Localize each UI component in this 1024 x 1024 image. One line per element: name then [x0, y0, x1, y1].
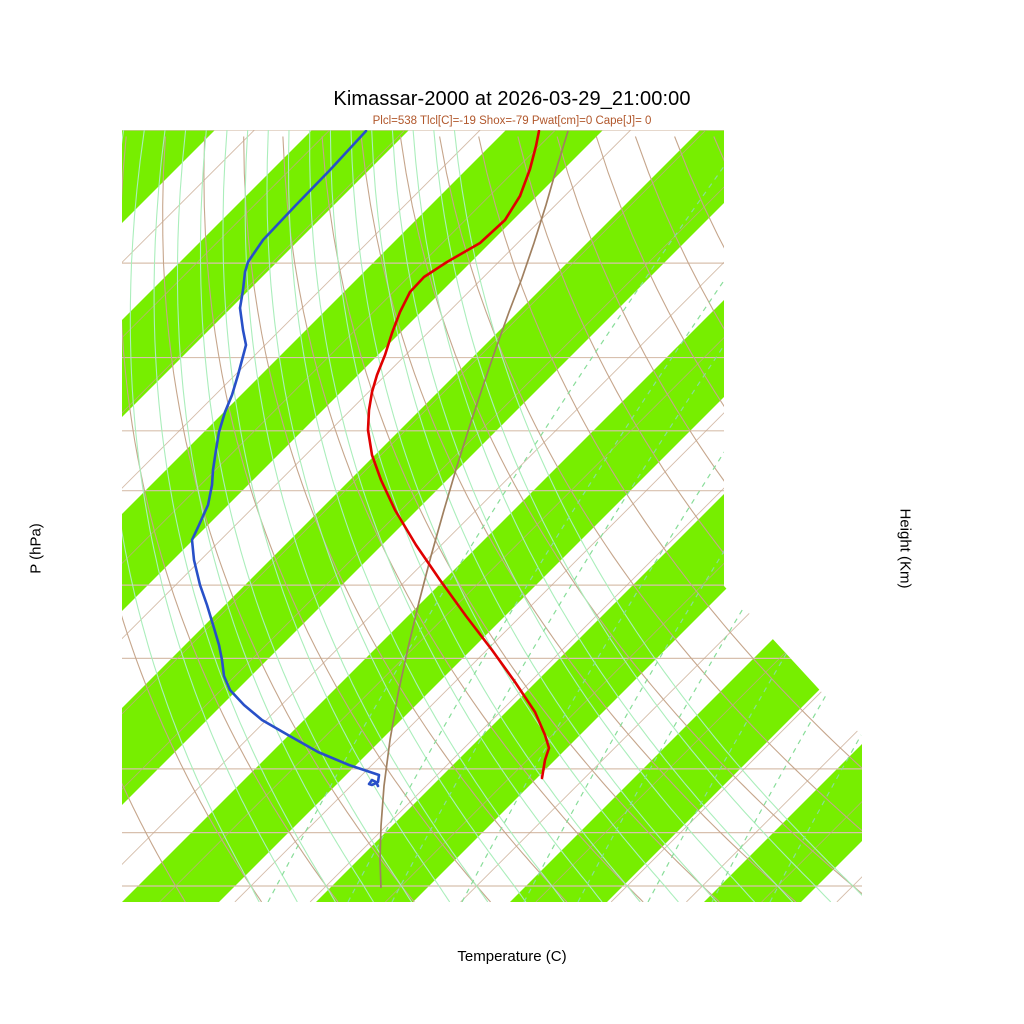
- chart-title: Kimassar-2000 at 2026-03-29_21:00:00: [333, 88, 691, 110]
- chart-subtitle: Plcl=538 Tlcl[C]=-19 Shox=-79 Pwat[cm]=0…: [372, 115, 652, 127]
- sounding-profile-lines: [190, 130, 551, 788]
- x-axis-label: Temperature (C): [457, 948, 567, 965]
- parcel-path-line: [379, 130, 569, 889]
